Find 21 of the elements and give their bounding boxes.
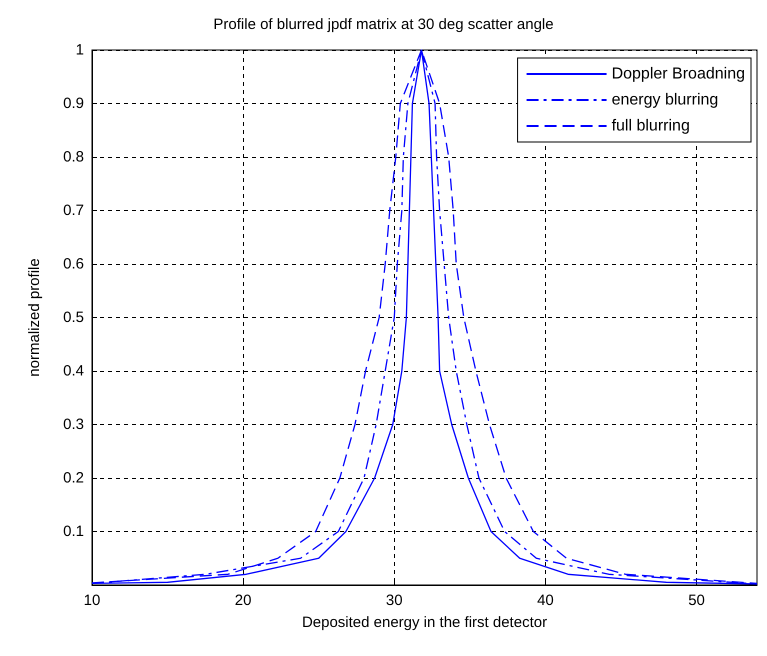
y-tick-label: 0.5 <box>63 309 84 326</box>
x-tick-label: 40 <box>537 592 554 609</box>
y-tick-label: 0.2 <box>63 470 84 486</box>
legend-label: full blurring <box>612 118 690 134</box>
y-tick-label: 0.7 <box>63 202 84 219</box>
legend-label: energy blurring <box>612 92 718 108</box>
x-tick-label: 10 <box>84 592 100 609</box>
x-axis-title: Deposited energy in the first detector <box>302 614 548 631</box>
x-tick-label: 50 <box>688 592 705 609</box>
x-tick-label: 30 <box>386 592 403 609</box>
y-tick-label: 1 <box>76 42 84 58</box>
y-tick-label: 0.3 <box>63 416 84 433</box>
y-tick-label: 0.8 <box>63 148 84 166</box>
y-tick-label: 0.9 <box>63 95 84 112</box>
y-tick-label: 0.4 <box>63 362 84 380</box>
chart-title: Profile of blurred jpdf matrix at 30 deg scatter angle <box>213 16 554 33</box>
y-axis-title: normalized profile <box>26 258 43 377</box>
y-tick-label: 0.1 <box>63 523 84 540</box>
legend-label: Doppler Broadning <box>612 66 745 82</box>
x-tick-label: 20 <box>234 592 252 609</box>
y-tick-label: 0.6 <box>63 256 84 272</box>
